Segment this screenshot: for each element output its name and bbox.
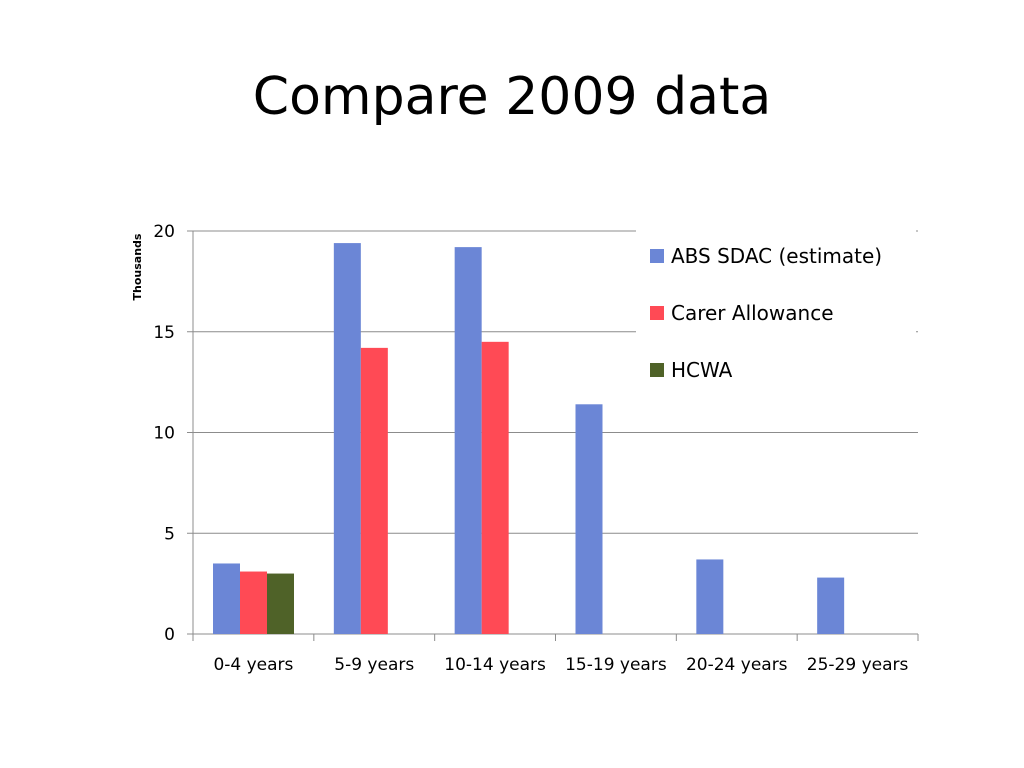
legend-background (636, 226, 916, 392)
y-tick-label: 10 (153, 424, 175, 444)
slide-title: Compare 2009 data (252, 67, 772, 127)
legend-label: HCWA (671, 358, 733, 382)
x-tick-label: 10-14 years (444, 655, 546, 675)
x-tick-label: 0-4 years (213, 655, 293, 675)
bar (333, 243, 361, 634)
legend: ABS SDAC (estimate) Carer Allowance HCWA (636, 226, 916, 392)
bar (454, 247, 482, 634)
legend-label: Carer Allowance (671, 301, 834, 325)
x-tick-label: 15-19 years (565, 655, 667, 675)
y-tick-label: 0 (164, 625, 175, 645)
tick-labels: 0 5 10 15 20 0-4 years 5-9 years 10-14 years 15-… (153, 222, 908, 675)
legend-swatch (650, 306, 664, 320)
bar (817, 577, 845, 634)
bar (360, 347, 388, 634)
bar (267, 573, 294, 634)
bar (213, 563, 240, 634)
y-tick-label: 5 (164, 524, 175, 544)
legend-swatch (650, 249, 664, 263)
bar (240, 571, 267, 634)
x-tick-label: 25-29 years (807, 655, 909, 675)
bars (213, 243, 845, 634)
legend-label: ABS SDAC (estimate) (671, 244, 882, 268)
bar (696, 559, 724, 634)
bar (575, 404, 603, 634)
y-axis-title: Thousands (131, 233, 144, 300)
axes (187, 230, 919, 641)
bar (481, 341, 509, 634)
x-tick-label: 5-9 years (334, 655, 414, 675)
y-tick-label: 20 (153, 222, 175, 242)
y-tick-label: 15 (153, 323, 175, 343)
x-tick-label: 20-24 years (686, 655, 788, 675)
legend-swatch (650, 363, 664, 377)
